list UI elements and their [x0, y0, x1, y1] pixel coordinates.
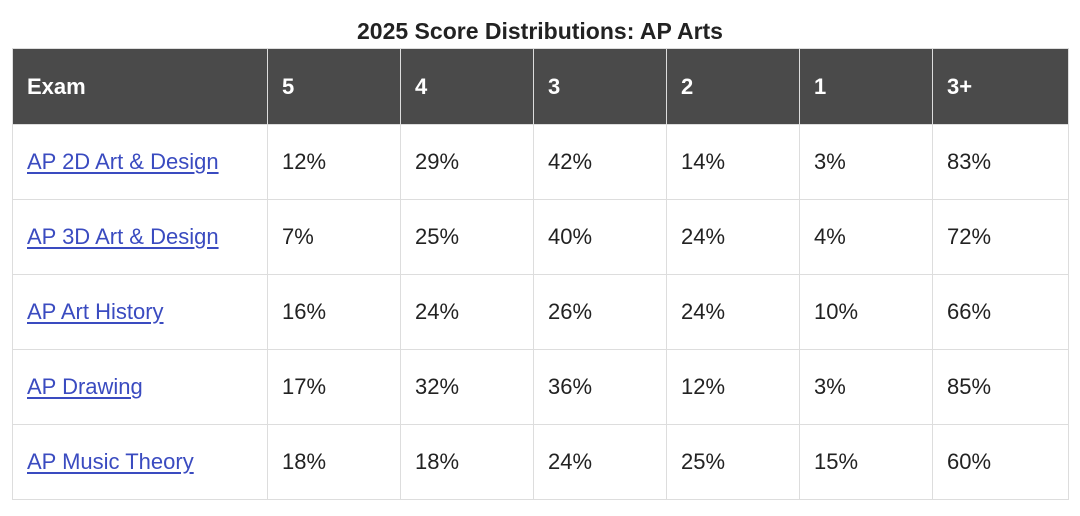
- table-title: 2025 Score Distributions: AP Arts: [357, 18, 723, 44]
- score-5-cell: 16%: [267, 274, 401, 350]
- exam-link[interactable]: AP 3D Art & Design: [27, 224, 219, 249]
- header-score-2: 2: [666, 48, 800, 125]
- score-2-cell: 24%: [666, 274, 800, 350]
- exam-link[interactable]: AP Music Theory: [27, 449, 194, 474]
- score-4-cell: 24%: [400, 274, 534, 350]
- score-2-cell: 14%: [666, 124, 800, 200]
- exam-link[interactable]: AP 2D Art & Design: [27, 149, 219, 174]
- table-row: AP 2D Art & Design 12% 29% 42% 14% 3% 83…: [12, 124, 1069, 200]
- header-score-5: 5: [267, 48, 401, 125]
- score-5-cell: 7%: [267, 199, 401, 275]
- exam-cell: AP 3D Art & Design: [12, 199, 268, 275]
- score-3-plus-cell: 83%: [932, 124, 1069, 200]
- score-4-cell: 32%: [400, 349, 534, 425]
- exam-cell: AP Art History: [12, 274, 268, 350]
- header-exam: Exam: [12, 48, 268, 125]
- score-1-cell: 3%: [799, 124, 933, 200]
- score-2-cell: 24%: [666, 199, 800, 275]
- score-2-cell: 25%: [666, 424, 800, 500]
- score-3-cell: 36%: [533, 349, 667, 425]
- score-3-plus-cell: 72%: [932, 199, 1069, 275]
- score-4-cell: 25%: [400, 199, 534, 275]
- header-score-3-plus: 3+: [932, 48, 1069, 125]
- table-header-row: Exam 5 4 3 2 1 3+: [12, 48, 1069, 125]
- score-3-cell: 40%: [533, 199, 667, 275]
- score-1-cell: 10%: [799, 274, 933, 350]
- header-score-4: 4: [400, 48, 534, 125]
- exam-cell: AP Music Theory: [12, 424, 268, 500]
- exam-link[interactable]: AP Drawing: [27, 374, 143, 399]
- score-3-cell: 26%: [533, 274, 667, 350]
- score-1-cell: 3%: [799, 349, 933, 425]
- score-3-cell: 24%: [533, 424, 667, 500]
- score-5-cell: 17%: [267, 349, 401, 425]
- score-3-plus-cell: 66%: [932, 274, 1069, 350]
- table-row: AP Art History 16% 24% 26% 24% 10% 66%: [12, 274, 1069, 350]
- table-row: AP Music Theory 18% 18% 24% 25% 15% 60%: [12, 424, 1069, 500]
- header-score-3: 3: [533, 48, 667, 125]
- score-3-plus-cell: 85%: [932, 349, 1069, 425]
- exam-cell: AP Drawing: [12, 349, 268, 425]
- score-1-cell: 4%: [799, 199, 933, 275]
- score-3-plus-cell: 60%: [932, 424, 1069, 500]
- score-1-cell: 15%: [799, 424, 933, 500]
- score-5-cell: 18%: [267, 424, 401, 500]
- header-score-1: 1: [799, 48, 933, 125]
- score-distribution-table: Exam 5 4 3 2 1 3+ AP 2D Art & Design 12%…: [12, 48, 1069, 500]
- score-4-cell: 29%: [400, 124, 534, 200]
- score-5-cell: 12%: [267, 124, 401, 200]
- exam-link[interactable]: AP Art History: [27, 299, 164, 324]
- exam-cell: AP 2D Art & Design: [12, 124, 268, 200]
- score-4-cell: 18%: [400, 424, 534, 500]
- score-3-cell: 42%: [533, 124, 667, 200]
- table-row: AP Drawing 17% 32% 36% 12% 3% 85%: [12, 349, 1069, 425]
- score-2-cell: 12%: [666, 349, 800, 425]
- table-row: AP 3D Art & Design 7% 25% 40% 24% 4% 72%: [12, 199, 1069, 275]
